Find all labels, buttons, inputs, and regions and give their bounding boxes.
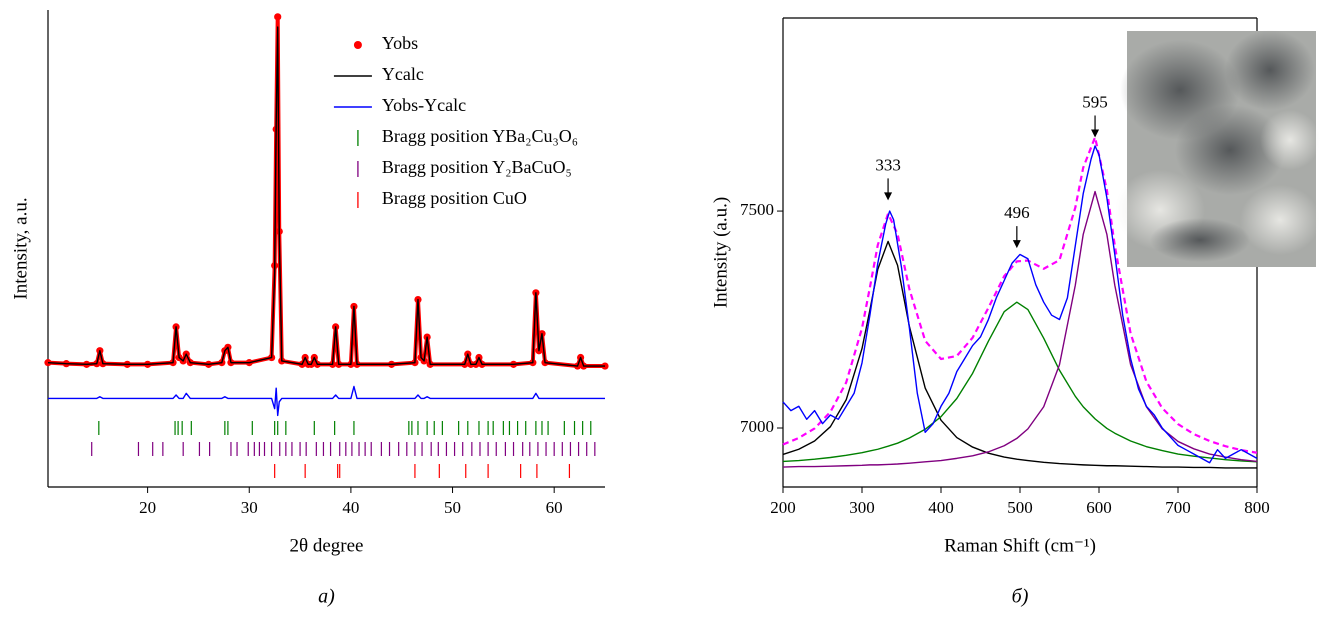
legend-label: Bragg position YBa₂Cu₃O₆ — [382, 126, 578, 146]
y-tick-label: 7500 — [740, 200, 774, 219]
x-tick-label: 60 — [546, 498, 563, 517]
x-tick-label: 300 — [849, 498, 875, 517]
line — [47, 26, 605, 367]
x-tick-label: 30 — [241, 498, 258, 517]
x-tick-label: 800 — [1244, 498, 1270, 517]
caption: а) — [318, 586, 335, 608]
annotation-label: 496 — [1004, 203, 1030, 222]
legend-marker — [353, 41, 362, 49]
annotation-arrowhead — [884, 192, 893, 201]
inset-texture — [1225, 30, 1315, 110]
legend-label: Ycalc — [382, 64, 424, 84]
legend-label: Bragg position Y₂BaCuO₅ — [382, 157, 572, 177]
legend-label: Bragg position CuO — [382, 188, 527, 208]
plots: 20 30 40 50 60 2θ degree Intensity, a.u. а) Yobs… — [10, 10, 1270, 608]
x-tick-label: 600 — [1086, 498, 1112, 517]
inset-photo — [1115, 30, 1320, 267]
annotation-arrowhead — [1012, 240, 1021, 249]
point — [44, 359, 52, 367]
legend-label: Yobs-Ycalc — [382, 95, 466, 115]
caption: б) — [1012, 586, 1029, 608]
line — [48, 385, 605, 417]
x-tick-label: 200 — [770, 498, 796, 517]
x-tick-label: 500 — [1007, 498, 1033, 517]
legend-label: Yobs — [382, 33, 418, 53]
x-tick-label: 400 — [928, 498, 954, 517]
x-axis-label: 2θ degree — [290, 535, 364, 556]
annotation-label: 595 — [1082, 92, 1108, 111]
x-tick-label: 50 — [444, 498, 461, 517]
line — [782, 145, 1258, 464]
line — [782, 136, 1258, 454]
inset-texture — [1240, 185, 1320, 255]
point — [274, 13, 282, 21]
x-tick-label: 700 — [1165, 498, 1191, 517]
inset-texture — [1260, 110, 1320, 170]
inset-texture — [1150, 218, 1250, 262]
x-axis-label: Raman Shift (cm⁻¹) — [944, 535, 1096, 556]
y-tick-label: 7000 — [740, 417, 774, 436]
inset-texture — [1175, 105, 1285, 195]
y-axis-label: Intensity (a.u.) — [710, 197, 731, 308]
x-tick-label: 20 — [139, 498, 156, 517]
annotation-label: 333 — [875, 155, 901, 174]
annotation-arrowhead — [1091, 129, 1100, 138]
x-tick-label: 40 — [342, 498, 359, 517]
line — [782, 301, 1258, 463]
y-axis-label: Intensity, a.u. — [10, 197, 31, 299]
line — [782, 240, 1257, 469]
